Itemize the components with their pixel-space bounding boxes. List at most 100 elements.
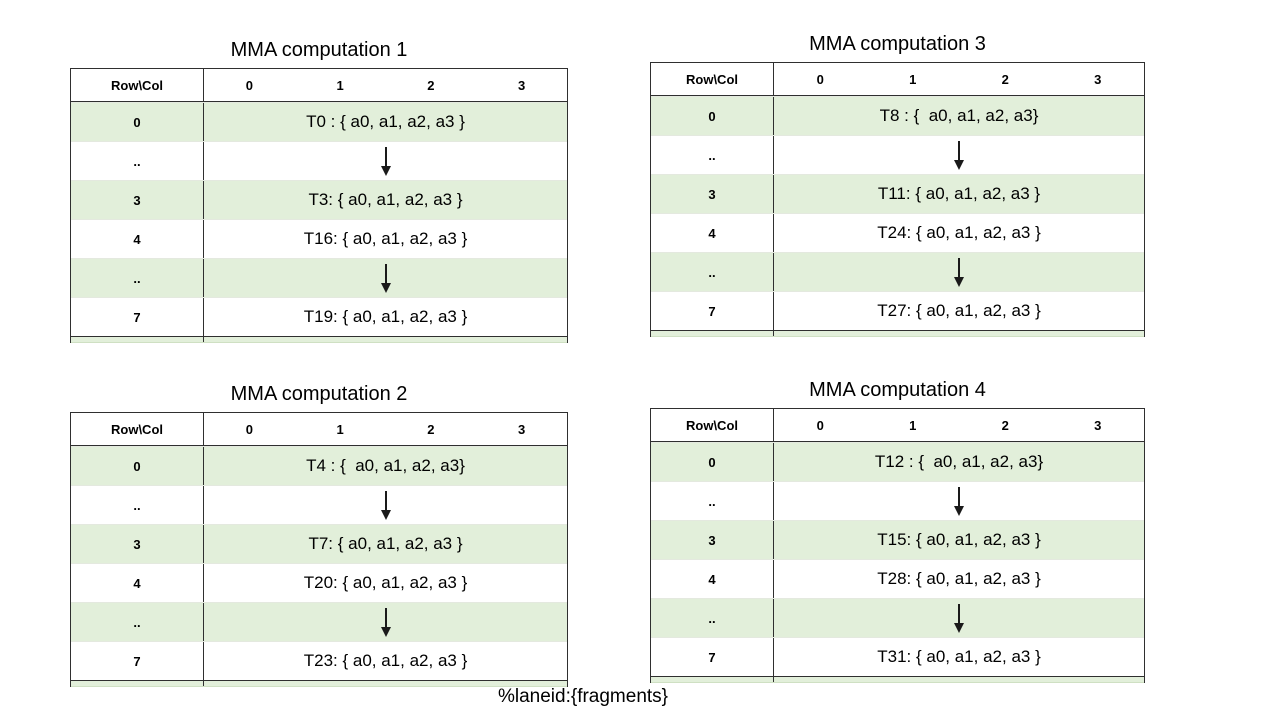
ellipsis-cell — [774, 136, 1144, 174]
header-col-2: 2 — [427, 77, 435, 93]
row-label: 7 — [651, 292, 774, 330]
fragment-cell: T7: { a0, a1, a2, a3 } — [308, 534, 463, 553]
partial-next-row — [71, 336, 567, 343]
fragment-cell: T31: { a0, a1, a2, a3 } — [877, 647, 1041, 666]
mma-computation-2-table: Row\Col 0 1 2 3 0 T4 : { a0, a1, a2, a3}… — [70, 412, 568, 687]
table-row: .. — [651, 598, 1144, 637]
down-arrow-icon — [380, 264, 391, 293]
down-arrow-icon — [954, 141, 964, 170]
table-row: 3 T3: { a0, a1, a2, a3 } — [71, 180, 567, 219]
header-columns: 0 1 2 3 — [204, 69, 567, 101]
fragment-cell: T4 : { a0, a1, a2, a3} — [306, 456, 465, 475]
row-label: .. — [71, 486, 204, 524]
header-col-2: 2 — [1001, 417, 1009, 433]
table-row: 3 T15: { a0, a1, a2, a3 } — [651, 520, 1144, 559]
row-label: .. — [651, 482, 774, 520]
ellipsis-cell — [774, 482, 1144, 520]
mma-computation-1-table: Row\Col 0 1 2 3 0 T0 : { a0, a1, a2, a3 … — [70, 68, 568, 343]
table-row: 0 T0 : { a0, a1, a2, a3 } — [71, 102, 567, 141]
row-label: 0 — [71, 447, 204, 485]
fragment-cell: T19: { a0, a1, a2, a3 } — [303, 307, 468, 326]
table-row: 7 T19: { a0, a1, a2, a3 } — [71, 297, 567, 336]
header-col-0: 0 — [245, 77, 253, 93]
partial-next-row — [651, 330, 1144, 337]
table-header-row: Row\Col 0 1 2 3 — [651, 409, 1144, 442]
header-col-1: 1 — [336, 421, 344, 437]
row-label: 4 — [651, 560, 774, 598]
header-corner-cell: Row\Col — [651, 409, 774, 441]
ellipsis-cell — [204, 259, 567, 297]
table-row: .. — [651, 252, 1144, 291]
table-row: .. — [651, 481, 1144, 520]
mma-computation-3-section: MMA computation 3 Row\Col 0 1 2 3 0 T8 :… — [650, 32, 1145, 337]
fragment-cell: T11: { a0, a1, a2, a3 } — [877, 184, 1041, 203]
table-row: 4 T24: { a0, a1, a2, a3 } — [651, 213, 1144, 252]
header-col-3: 3 — [518, 421, 526, 437]
table-row: 7 T23: { a0, a1, a2, a3 } — [71, 641, 567, 680]
table-row: .. — [71, 258, 567, 297]
header-columns: 0 1 2 3 — [774, 63, 1144, 95]
header-col-1: 1 — [909, 71, 917, 87]
row-label: 0 — [651, 443, 774, 481]
mma-computation-1-section: MMA computation 1 Row\Col 0 1 2 3 0 T0 :… — [70, 38, 568, 343]
row-label: 3 — [71, 181, 204, 219]
fragment-cell: T15: { a0, a1, a2, a3 } — [877, 530, 1041, 549]
partial-next-row — [651, 676, 1144, 683]
table-header-row: Row\Col 0 1 2 3 — [71, 413, 567, 446]
down-arrow-icon — [954, 604, 964, 633]
table-row: 0 T8 : { a0, a1, a2, a3} — [651, 96, 1144, 135]
table-row: .. — [71, 485, 567, 524]
table-header-row: Row\Col 0 1 2 3 — [651, 63, 1144, 96]
fragment-cell: T3: { a0, a1, a2, a3 } — [308, 190, 463, 209]
table-row: 7 T31: { a0, a1, a2, a3 } — [651, 637, 1144, 676]
down-arrow-icon — [380, 491, 391, 520]
caption: %laneid:{fragments} — [497, 686, 669, 707]
header-col-0: 0 — [245, 421, 253, 437]
header-col-0: 0 — [816, 71, 824, 87]
header-col-2: 2 — [1001, 71, 1009, 87]
row-label: 4 — [71, 564, 204, 602]
table-title: MMA computation 2 — [230, 383, 408, 405]
header-corner-cell: Row\Col — [651, 63, 774, 95]
mma-computation-4-section: MMA computation 4 Row\Col 0 1 2 3 0 T12 … — [650, 378, 1145, 683]
table-title: MMA computation 4 — [809, 379, 986, 401]
table-row: 4 T20: { a0, a1, a2, a3 } — [71, 563, 567, 602]
ellipsis-cell — [204, 142, 567, 180]
row-label: 3 — [651, 175, 774, 213]
header-corner-cell: Row\Col — [71, 69, 204, 101]
table-row: .. — [71, 602, 567, 641]
mma-computation-4-table: Row\Col 0 1 2 3 0 T12 : { a0, a1, a2, a3… — [650, 408, 1145, 683]
row-label: 7 — [71, 298, 204, 336]
fragment-cell: T20: { a0, a1, a2, a3 } — [303, 573, 468, 592]
row-label: .. — [651, 599, 774, 637]
row-label: 0 — [71, 103, 204, 141]
row-label: .. — [651, 136, 774, 174]
partial-next-row — [71, 680, 567, 687]
table-row: .. — [71, 141, 567, 180]
fragment-cell: T24: { a0, a1, a2, a3 } — [877, 223, 1041, 242]
table-header-row: Row\Col 0 1 2 3 — [71, 69, 567, 102]
header-col-0: 0 — [816, 417, 824, 433]
row-label: 4 — [651, 214, 774, 252]
row-label: 7 — [71, 642, 204, 680]
table-row: 3 T11: { a0, a1, a2, a3 } — [651, 174, 1144, 213]
row-label: 4 — [71, 220, 204, 258]
header-columns: 0 1 2 3 — [204, 413, 567, 445]
fragment-cell: T16: { a0, a1, a2, a3 } — [303, 229, 468, 248]
table-row: 0 T4 : { a0, a1, a2, a3} — [71, 446, 567, 485]
fragment-cell: T28: { a0, a1, a2, a3 } — [877, 569, 1041, 588]
ellipsis-cell — [204, 603, 567, 641]
row-label: .. — [71, 603, 204, 641]
header-col-3: 3 — [518, 77, 526, 93]
table-row: 0 T12 : { a0, a1, a2, a3} — [651, 442, 1144, 481]
header-corner-cell: Row\Col — [71, 413, 204, 445]
row-label: 7 — [651, 638, 774, 676]
fragment-cell: T0 : { a0, a1, a2, a3 } — [306, 112, 465, 131]
header-col-1: 1 — [336, 77, 344, 93]
row-label: .. — [71, 142, 204, 180]
down-arrow-icon — [380, 147, 391, 176]
table-row: 4 T16: { a0, a1, a2, a3 } — [71, 219, 567, 258]
header-col-1: 1 — [909, 417, 917, 433]
table-title: MMA computation 3 — [809, 33, 986, 55]
